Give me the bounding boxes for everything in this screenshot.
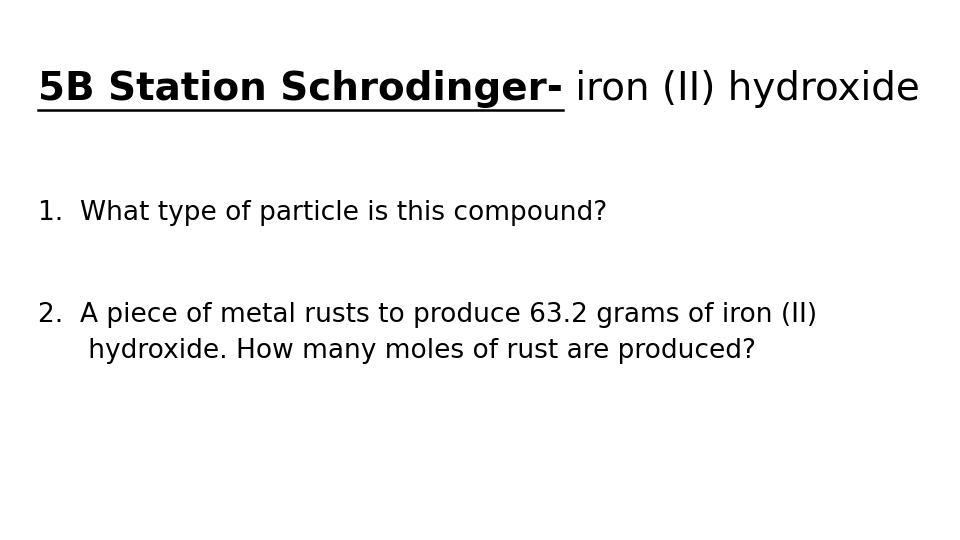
Text: 2.  A piece of metal rusts to produce 63.2 grams of iron (II)
      hydroxide. H: 2. A piece of metal rusts to produce 63.… — [38, 302, 818, 364]
Text: 1.  What type of particle is this compound?: 1. What type of particle is this compoun… — [38, 200, 608, 226]
Text: iron (II) hydroxide: iron (II) hydroxide — [564, 70, 920, 108]
Text: 5B Station Schrodinger-: 5B Station Schrodinger- — [38, 70, 564, 108]
